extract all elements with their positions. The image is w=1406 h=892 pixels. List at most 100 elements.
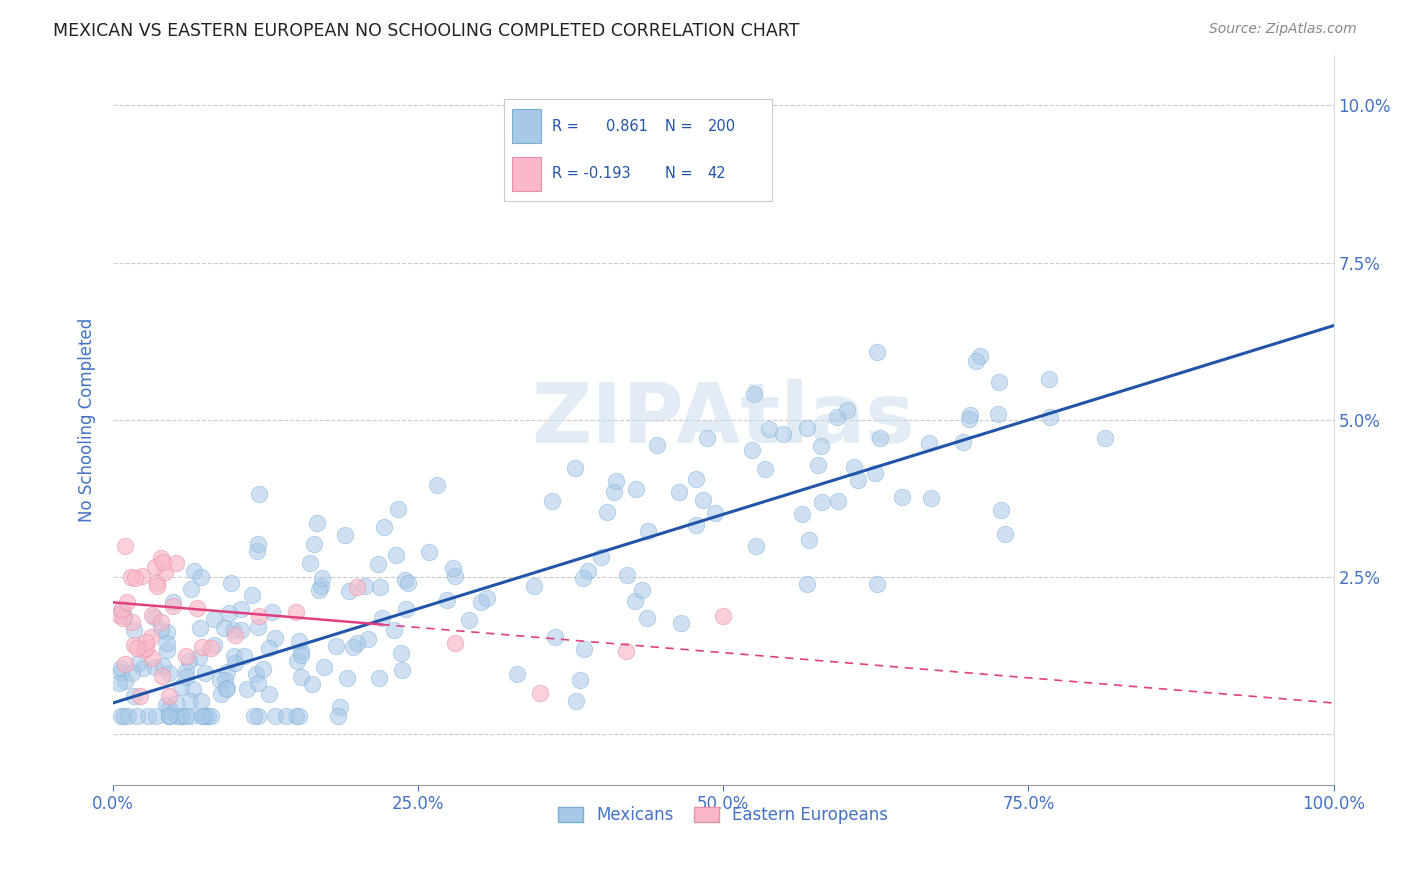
Mexicans [987,407,1010,421]
Mexicans [772,427,794,442]
Mexicans [290,644,312,658]
Mexicans [959,411,981,425]
Mexicans [346,636,368,650]
Eastern Europeans [132,643,155,657]
Mexicans [287,634,309,648]
Mexicans [149,622,172,636]
Mexicans [122,623,145,637]
Eastern Europeans [614,644,637,658]
Mexicans [197,708,219,723]
Mexicans [890,490,912,504]
Mexicans [636,610,658,624]
Mexicans [367,558,389,572]
Mexicans [309,578,332,592]
Mexicans [373,520,395,534]
Mexicans [418,545,440,559]
Mexicans [616,567,638,582]
Mexicans [188,621,211,635]
Mexicans [591,549,613,564]
Mexicans [247,487,270,501]
Eastern Europeans [152,556,174,570]
Mexicans [624,482,647,496]
Mexicans [159,708,181,723]
Eastern Europeans [114,539,136,553]
Text: Source: ZipAtlas.com: Source: ZipAtlas.com [1209,22,1357,37]
Mexicans [107,675,129,690]
Mexicans [754,462,776,476]
Mexicans [837,403,859,417]
Eastern Europeans [285,606,308,620]
Mexicans [969,350,991,364]
Mexicans [952,434,974,449]
Mexicans [214,681,236,696]
Mexicans [110,665,132,679]
Mexicans [170,708,193,723]
Eastern Europeans [141,630,163,644]
Mexicans [1039,410,1062,425]
Mexicans [218,606,240,620]
Mexicans [571,571,593,585]
Mexicans [523,579,546,593]
Mexicans [242,708,264,723]
Mexicans [624,594,647,608]
Mexicans [866,345,889,359]
Mexicans [668,485,690,500]
Mexicans [959,408,981,422]
Mexicans [236,681,259,696]
Mexicans [475,591,498,605]
Mexicans [274,708,297,723]
Mexicans [354,579,377,593]
Mexicans [176,664,198,678]
Mexicans [222,623,245,637]
Eastern Europeans [127,641,149,656]
Eastern Europeans [120,570,142,584]
Mexicans [387,502,409,516]
Mexicans [156,625,179,640]
Mexicans [212,621,235,635]
Mexicans [246,543,269,558]
Mexicans [156,635,179,649]
Mexicans [224,656,246,670]
Mexicans [240,588,263,602]
Mexicans [458,613,481,627]
Mexicans [132,661,155,675]
Eastern Europeans [200,640,222,655]
Mexicans [179,694,201,708]
Mexicans [758,422,780,436]
Mexicans [564,460,586,475]
Eastern Europeans [143,560,166,574]
Text: ZIPAtlas: ZIPAtlas [531,379,915,460]
Mexicans [807,458,830,472]
Eastern Europeans [150,668,173,682]
Mexicans [127,656,149,670]
Mexicans [215,665,238,679]
Mexicans [209,687,232,701]
Mexicans [312,659,335,673]
Mexicans [394,574,416,588]
Mexicans [810,495,832,509]
Eastern Europeans [141,651,163,665]
Mexicans [311,571,333,585]
Mexicans [194,665,217,680]
Mexicans [305,516,328,530]
Eastern Europeans [711,609,734,624]
Mexicans [202,612,225,626]
Mexicans [866,576,889,591]
Mexicans [799,533,821,548]
Mexicans [329,700,352,714]
Mexicans [288,708,311,723]
Eastern Europeans [162,599,184,613]
Mexicans [229,623,252,637]
Eastern Europeans [191,640,214,654]
Mexicans [988,376,1011,390]
Eastern Europeans [153,565,176,579]
Mexicans [645,438,668,452]
Mexicans [333,528,356,542]
Mexicans [110,661,132,675]
Mexicans [125,708,148,723]
Eastern Europeans [135,640,157,655]
Mexicans [202,638,225,652]
Mexicans [183,564,205,578]
Mexicans [285,654,308,668]
Mexicans [247,708,270,723]
